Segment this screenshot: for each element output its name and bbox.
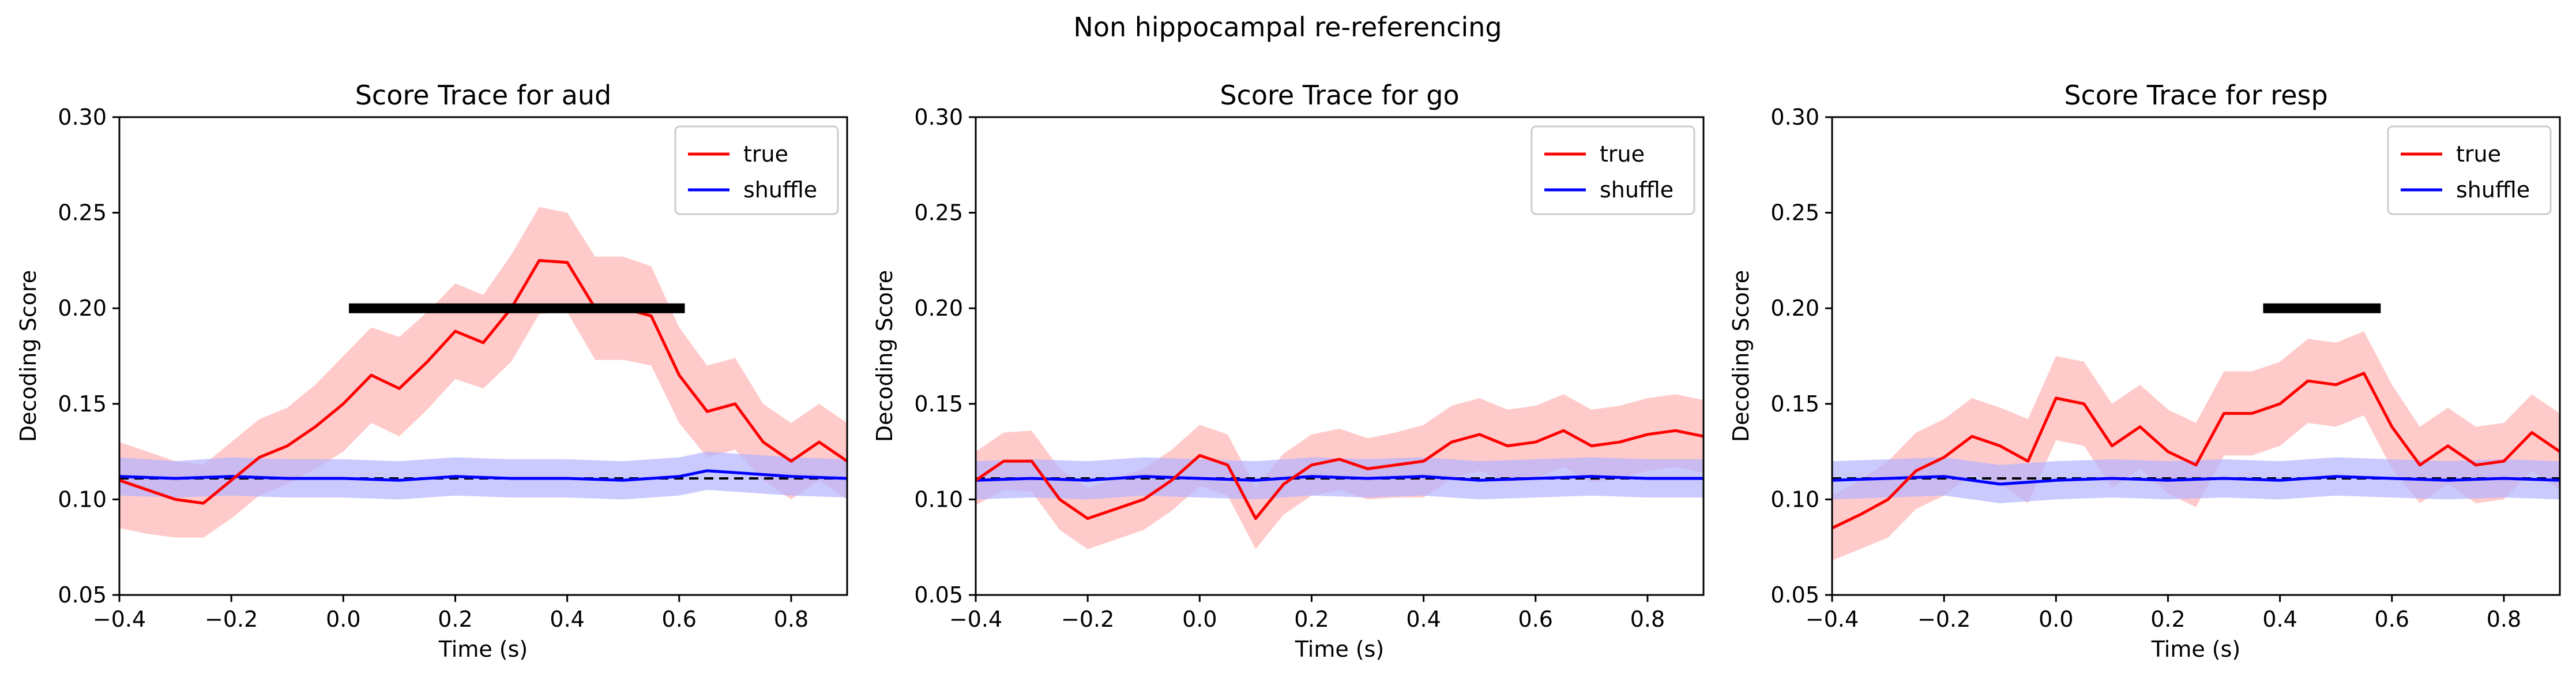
x-tick-label: 0.0 xyxy=(2039,607,2073,632)
y-axis-label: Decoding Score xyxy=(16,270,41,442)
legend-label-true: true xyxy=(2456,141,2501,167)
band-shuffle xyxy=(119,451,847,500)
x-tick-label: −0.4 xyxy=(949,607,1002,632)
axes-frame xyxy=(118,116,848,596)
x-tick-label: 0.6 xyxy=(1518,607,1553,632)
x-tick-label: −0.4 xyxy=(1806,607,1859,632)
y-tick-label: 0.20 xyxy=(1770,295,1819,321)
x-tick-label: 0.2 xyxy=(1294,607,1329,632)
x-tick-label: 0.8 xyxy=(1630,607,1665,632)
x-tick-label: 0.6 xyxy=(2375,607,2409,632)
y-tick-label: 0.15 xyxy=(914,391,963,417)
plot-area xyxy=(976,394,1703,549)
legend-box xyxy=(2387,125,2552,215)
x-tick-label: −0.2 xyxy=(1917,607,1970,632)
y-tick-label: 0.30 xyxy=(58,104,107,130)
chart-title: Score Trace for aud xyxy=(355,80,612,111)
chart-title: Score Trace for go xyxy=(1220,80,1459,111)
series-line-true xyxy=(119,259,847,505)
x-axis-label: Time (s) xyxy=(2151,637,2241,662)
x-axis-label: Time (s) xyxy=(1295,637,1385,662)
legend: true shuffle xyxy=(674,125,839,215)
band-true xyxy=(119,207,847,538)
series-line-true xyxy=(976,429,1703,521)
chart-title: Score Trace for resp xyxy=(2064,80,2327,111)
y-tick-label: 0.10 xyxy=(58,486,107,512)
x-tick-label: 0.0 xyxy=(326,607,360,632)
x-tick-label: −0.2 xyxy=(1061,607,1114,632)
legend-box xyxy=(674,125,839,215)
axes-frame xyxy=(975,116,1705,596)
legend-label-shuffle: shuffle xyxy=(1600,177,1674,203)
legend: true shuffle xyxy=(1530,125,1695,215)
axes-frame xyxy=(1831,116,2561,596)
y-tick-label: 0.05 xyxy=(914,582,963,608)
y-tick-label: 0.25 xyxy=(914,200,963,226)
legend-label-true: true xyxy=(1600,141,1645,167)
plot-area xyxy=(1832,303,2560,561)
series-line-shuffle xyxy=(976,475,1703,482)
y-tick-label: 0.10 xyxy=(914,486,963,512)
legend: true shuffle xyxy=(2387,125,2552,215)
series-line-true xyxy=(1832,372,2560,530)
x-tick-label: 0.2 xyxy=(2150,607,2185,632)
x-tick-label: 0.8 xyxy=(2487,607,2521,632)
y-tick-label: 0.10 xyxy=(1770,486,1819,512)
x-tick-label: 0.2 xyxy=(438,607,472,632)
legend-label-shuffle: shuffle xyxy=(743,177,817,203)
x-tick-label: 0.4 xyxy=(550,607,584,632)
y-tick-label: 0.05 xyxy=(58,582,107,608)
legend-label-shuffle: shuffle xyxy=(2456,177,2530,203)
series-line-shuffle xyxy=(119,469,847,482)
y-axis-label: Decoding Score xyxy=(872,270,897,442)
y-tick-label: 0.15 xyxy=(1770,391,1819,417)
chart-panel-2: −0.4 −0.2 0.0 0.2 0.4 0.6 0.8 0.05 0.10 0.15 0.20 0… xyxy=(872,80,1705,662)
x-tick-label: 0.4 xyxy=(2262,607,2297,632)
x-tick-label: 0.4 xyxy=(1406,607,1441,632)
band-true xyxy=(1832,331,2560,561)
y-tick-label: 0.05 xyxy=(1770,582,1819,608)
x-tick-label: 0.6 xyxy=(662,607,697,632)
legend-label-true: true xyxy=(743,141,788,167)
y-axis-label: Decoding Score xyxy=(1728,270,1754,442)
x-tick-label: 0.8 xyxy=(774,607,808,632)
x-tick-label: −0.4 xyxy=(93,607,146,632)
series-line-shuffle xyxy=(1832,475,2560,486)
y-tick-label: 0.20 xyxy=(914,295,963,321)
x-axis-label: Time (s) xyxy=(438,637,528,662)
chart-panel-3: −0.4 −0.2 0.0 0.2 0.4 0.6 0.8 0.05 0.10 0.15 0.20 0… xyxy=(1728,80,2561,662)
y-tick-label: 0.20 xyxy=(58,295,107,321)
y-tick-label: 0.25 xyxy=(58,200,107,226)
y-tick-label: 0.25 xyxy=(1770,200,1819,226)
chart-panel-1: −0.4 −0.2 0.0 0.2 0.4 0.6 0.8 0.05 0.10 0.15 0.20 0… xyxy=(16,80,848,662)
x-tick-label: 0.0 xyxy=(1182,607,1217,632)
plot-area xyxy=(119,207,847,538)
y-tick-label: 0.30 xyxy=(1770,104,1819,130)
y-tick-label: 0.15 xyxy=(58,391,107,417)
legend-box xyxy=(1530,125,1695,215)
y-tick-label: 0.30 xyxy=(914,104,963,130)
figure-suptitle: Non hippocampal re-referencing xyxy=(1073,12,1502,43)
x-tick-label: −0.2 xyxy=(205,607,258,632)
